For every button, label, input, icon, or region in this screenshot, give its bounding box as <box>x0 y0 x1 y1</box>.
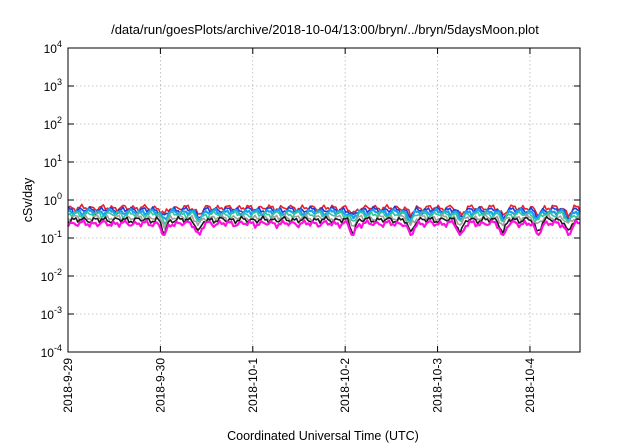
series-group <box>67 203 582 237</box>
series-line <box>67 219 580 237</box>
y-tick-base: 10 <box>44 194 58 208</box>
series-line <box>67 213 581 230</box>
y-tick-exponent: 2 <box>57 115 62 125</box>
grid <box>67 48 580 352</box>
y-axis-label: cSv/day <box>21 177 35 222</box>
y-tick-base: 10 <box>44 42 58 56</box>
y-tick-exponent: 0 <box>57 191 62 201</box>
y-tick-base: 10 <box>41 232 55 246</box>
y-tick-base: 10 <box>41 270 55 284</box>
y-tick-exponent: -4 <box>54 343 62 353</box>
y-tick-label: 10-4 <box>41 343 62 360</box>
x-tick-label: 2018-10-2 <box>338 358 352 413</box>
x-tick-label: 2018-10-3 <box>431 358 445 413</box>
y-tick-base: 10 <box>44 80 58 94</box>
y-tick-label: 10-1 <box>41 229 62 246</box>
x-tick-label: 2018-9-29 <box>61 358 75 413</box>
x-tick-label: 2018-10-4 <box>523 358 537 413</box>
y-tick-exponent: -2 <box>54 267 62 277</box>
y-tick-base: 10 <box>41 346 55 360</box>
y-tick-label: 102 <box>44 115 62 132</box>
y-tick-exponent: 4 <box>57 39 62 49</box>
y-tick-base: 10 <box>44 118 58 132</box>
y-tick-label: 100 <box>44 191 62 208</box>
y-tick-exponent: 3 <box>57 77 62 87</box>
x-axis: 2018-9-29 2018-9-30 2018-10-1 2018-10-2 2018… <box>61 48 537 413</box>
y-tick-label: 101 <box>44 153 62 170</box>
x-tick-label: 2018-10-1 <box>246 358 260 413</box>
y-tick-label: 10-3 <box>41 305 62 322</box>
y-tick-label: 103 <box>44 77 62 94</box>
chart-title: /data/run/goesPlots/archive/2018-10-04/1… <box>111 22 539 37</box>
y-tick-exponent: -1 <box>54 229 62 239</box>
series-line <box>67 210 581 225</box>
y-tick-base: 10 <box>44 156 58 170</box>
series-line <box>67 215 581 236</box>
y-tick-exponent: -3 <box>54 305 62 315</box>
y-tick-base: 10 <box>41 308 55 322</box>
x-axis-label: Coordinated Universal Time (UTC) <box>227 429 419 443</box>
y-tick-label: 10-2 <box>41 267 62 284</box>
x-tick-label: 2018-9-30 <box>153 358 167 413</box>
y-tick-label: 104 <box>44 39 62 56</box>
y-tick-exponent: 1 <box>57 153 62 163</box>
